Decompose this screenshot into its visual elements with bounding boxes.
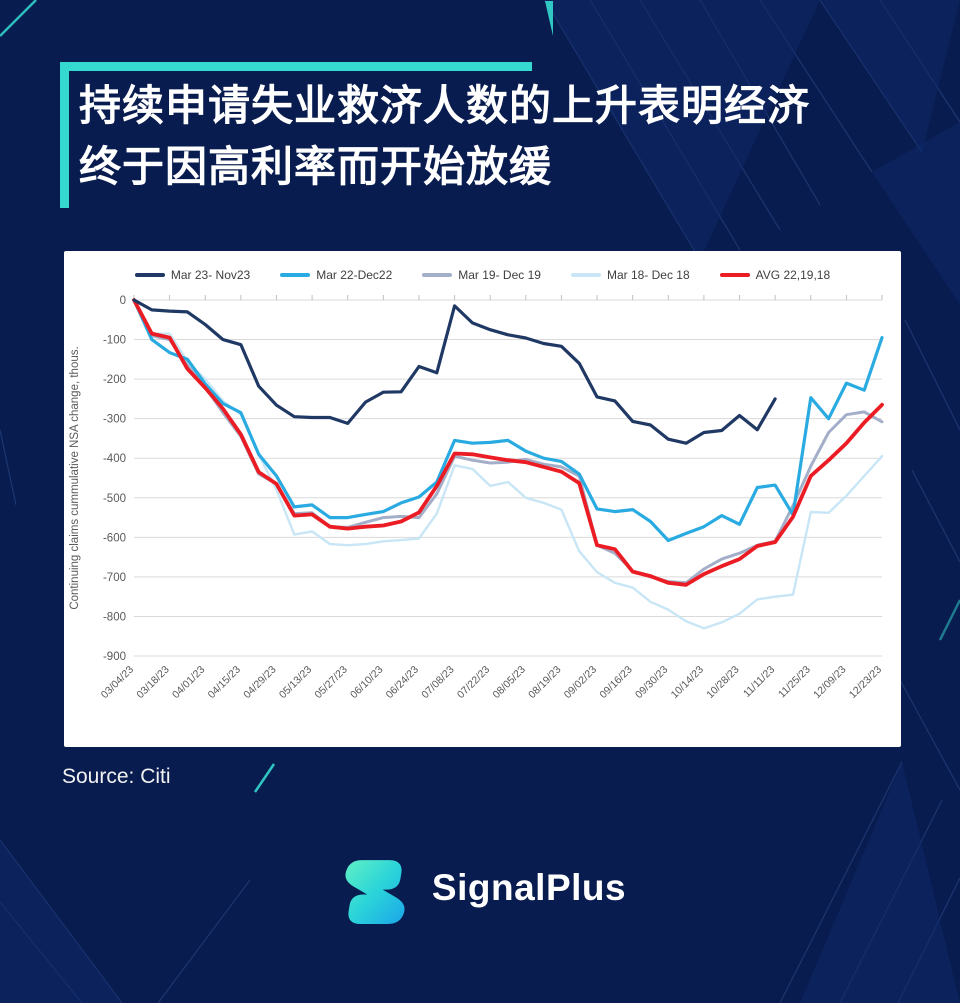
x-tick-label: 04/29/23 — [241, 664, 278, 701]
series-line-3 — [132, 298, 884, 630]
line-chart: 0 -100 -200 -300 -400 -500 -600 -700 -800 -900 03/… — [64, 286, 900, 741]
legend-label: Mar 18- Dec 18 — [606, 268, 690, 282]
page-title-line1: 持续申请失业救济人数的上升表明经济 — [79, 82, 811, 129]
x-tick-label: 04/15/23 — [206, 664, 243, 701]
y-tick-label: 0 — [120, 295, 126, 307]
x-tick-label: 10/28/23 — [704, 664, 741, 701]
legend-label: Mar 23- Nov23 — [170, 268, 251, 282]
y-tick-label: -700 — [103, 572, 126, 584]
chart-legend: Mar 23- Nov23 Mar 22-Dec22 Mar 19- Dec 19 M… — [64, 251, 901, 286]
x-tick-label: 11/25/23 — [776, 664, 813, 701]
y-tick-label: -100 — [103, 335, 126, 347]
x-tick-label: 03/04/23 — [99, 664, 136, 701]
legend-item-3: Mar 18- Dec 18 — [570, 268, 690, 282]
x-tick-label: 09/30/23 — [633, 664, 670, 701]
legend-swatch — [422, 273, 453, 277]
x-tick-label: 06/10/23 — [348, 664, 385, 701]
y-tick-label: -200 — [103, 374, 126, 386]
x-tick-label: 08/05/23 — [491, 664, 528, 701]
x-tick-label: 03/18/23 — [134, 664, 171, 701]
page-title-line2: 终于因高利率而开始放缓 — [79, 143, 553, 190]
legend-swatch — [280, 273, 311, 277]
x-tick-label: 05/13/23 — [277, 664, 314, 701]
legend-label: Mar 22-Dec22 — [316, 268, 393, 282]
y-tick-label: -300 — [103, 414, 126, 426]
legend-item-2: Mar 19- Dec 19 — [422, 268, 541, 282]
title-accent-left-bar — [60, 62, 69, 208]
series-line-4 — [132, 298, 884, 587]
x-tick-label: 07/08/23 — [419, 664, 456, 701]
x-tick-label: 10/14/23 — [669, 664, 706, 701]
chart-card: Mar 23- Nov23 Mar 22-Dec22 Mar 19- Dec 19 M… — [64, 251, 901, 747]
legend-item-0: Mar 23- Nov23 — [134, 268, 251, 282]
x-tick-label: 12/09/23 — [811, 664, 848, 701]
y-tick-label: -500 — [103, 493, 126, 505]
legend-item-1: Mar 22-Dec22 — [280, 268, 392, 282]
x-tick-label: 04/01/23 — [170, 664, 207, 701]
page-title: 持续申请失业救济人数的上升表明经济 终于因高利率而开始放缓 — [79, 75, 899, 197]
brand-footer: SignalPlus — [0, 852, 960, 924]
y-tick-label: -600 — [103, 532, 126, 544]
y-axis-title: Continuing claims cummulative NSA change… — [69, 346, 81, 609]
x-tick-label: 07/22/23 — [455, 664, 492, 701]
x-tick-label: 11/11/23 — [741, 664, 777, 700]
x-tick-label: 12/23/23 — [847, 664, 884, 701]
legend-item-4: AVG 22,19,18 — [719, 268, 831, 282]
legend-label: AVG 22,19,18 — [755, 268, 831, 282]
x-tick-label: 09/02/23 — [562, 664, 599, 701]
series-line-0 — [132, 298, 777, 445]
y-tick-label: -900 — [103, 651, 126, 663]
y-tick-label: -800 — [103, 611, 126, 623]
x-tick-label: 08/19/23 — [526, 664, 563, 701]
series-line-1 — [132, 298, 884, 543]
y-tick-label: -400 — [103, 453, 126, 465]
legend-swatch — [570, 273, 601, 277]
signalplus-logo-icon — [345, 860, 405, 924]
legend-label: Mar 19- Dec 19 — [458, 268, 541, 282]
source-caption: Source: Citi — [62, 765, 171, 788]
brand-name: SignalPlus — [431, 867, 627, 908]
x-tick-label: 09/16/23 — [597, 664, 634, 701]
title-accent-top-bar — [60, 62, 532, 71]
legend-swatch — [719, 273, 750, 277]
chart-svg: 0-100-200-300-400-500-600-700-800-90003/… — [69, 295, 884, 701]
x-tick-label: 06/24/23 — [384, 664, 421, 701]
x-tick-label: 05/27/23 — [312, 664, 349, 701]
legend-swatch — [134, 273, 165, 277]
